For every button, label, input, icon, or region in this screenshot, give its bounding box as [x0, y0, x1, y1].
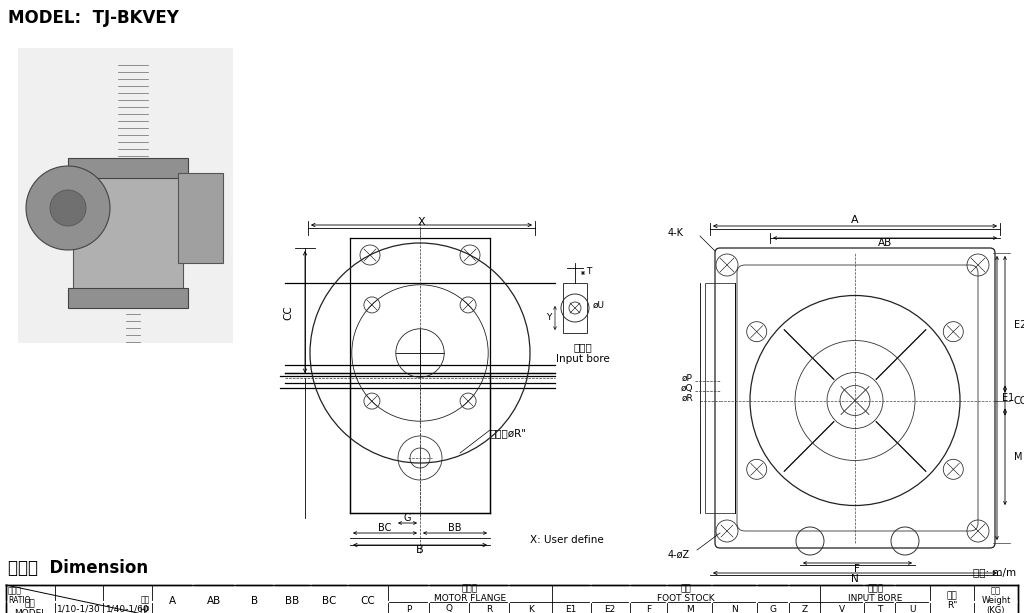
Bar [705, 283, 735, 513]
Text: B: B [251, 595, 258, 606]
Text: AB: AB [878, 238, 892, 248]
Text: E1: E1 [565, 604, 577, 613]
Text: AB: AB [207, 595, 221, 606]
Text: 4-K: 4-K [668, 228, 684, 238]
Text: X: X [417, 217, 425, 227]
Text: BC: BC [323, 595, 337, 606]
Text: Q: Q [445, 604, 453, 613]
Text: K: K [527, 604, 534, 613]
Text: E2: E2 [604, 604, 615, 613]
Text: CC: CC [360, 595, 376, 606]
Text: 入力孔
INPUT BORE: 入力孔 INPUT BORE [848, 584, 902, 603]
Text: M: M [686, 604, 693, 613]
Text: 1/10-1/30: 1/10-1/30 [57, 604, 100, 613]
Text: 角牙
R": 角牙 R" [946, 591, 957, 610]
Text: T: T [877, 604, 883, 613]
Text: 梯形牙øR": 梯形牙øR" [490, 428, 527, 438]
Bar [563, 283, 587, 333]
Text: øP: øP [682, 374, 693, 383]
Bar [18, 48, 233, 343]
Text: A: A [851, 215, 859, 225]
Text: CC: CC [283, 306, 293, 321]
Text: E2: E2 [1014, 320, 1024, 330]
Text: Z: Z [802, 604, 808, 613]
Text: 減速比
RATIO: 減速比 RATIO [8, 586, 31, 606]
Text: G: G [770, 604, 776, 613]
Text: 1/40-1/60: 1/40-1/60 [105, 604, 150, 613]
Text: MODEL:  TJ-BKVEY: MODEL: TJ-BKVEY [8, 9, 179, 27]
Text: 4-øZ: 4-øZ [668, 550, 690, 560]
Text: P: P [407, 604, 412, 613]
Text: 尺寸表  Dimension: 尺寸表 Dimension [8, 559, 148, 577]
Text: CC: CC [1014, 395, 1024, 406]
Text: 馬力
HP: 馬力 HP [139, 596, 150, 613]
Bar [68, 158, 188, 178]
Text: M: M [1014, 452, 1023, 462]
Text: E1: E1 [1002, 393, 1014, 403]
Text: F: F [646, 604, 651, 613]
Circle shape [50, 190, 86, 226]
Text: 型號
MODEL: 型號 MODEL [14, 600, 46, 613]
Text: A: A [169, 595, 176, 606]
Text: 馬達盤
MOTOR FLANGE: 馬達盤 MOTOR FLANGE [434, 584, 506, 603]
Text: øQ: øQ [681, 384, 693, 393]
Text: R: R [486, 604, 493, 613]
Text: F: F [854, 564, 860, 574]
Text: øR: øR [681, 394, 693, 403]
Text: 腳座
FOOT STOCK: 腳座 FOOT STOCK [657, 584, 715, 603]
Text: BB: BB [285, 595, 299, 606]
Text: N: N [731, 604, 737, 613]
Text: BC: BC [378, 523, 392, 533]
Bar [178, 173, 223, 263]
Text: U: U [909, 604, 915, 613]
Text: BB: BB [449, 523, 462, 533]
Bar [68, 288, 188, 308]
Text: B: B [416, 545, 424, 555]
Circle shape [26, 166, 110, 250]
Text: 重量
Weight
(KG): 重量 Weight (KG) [981, 586, 1011, 613]
Text: Y: Y [547, 313, 552, 322]
Text: 入力孔
Input bore: 入力孔 Input bore [556, 342, 609, 364]
Text: V: V [840, 604, 846, 613]
Text: G: G [403, 513, 411, 523]
Text: 單位: m/m: 單位: m/m [973, 567, 1016, 577]
Text: N: N [851, 574, 859, 584]
Text: øU: øU [593, 300, 605, 310]
Text: T: T [587, 267, 592, 276]
Bar [73, 163, 183, 293]
Text: X: User define: X: User define [530, 535, 604, 545]
